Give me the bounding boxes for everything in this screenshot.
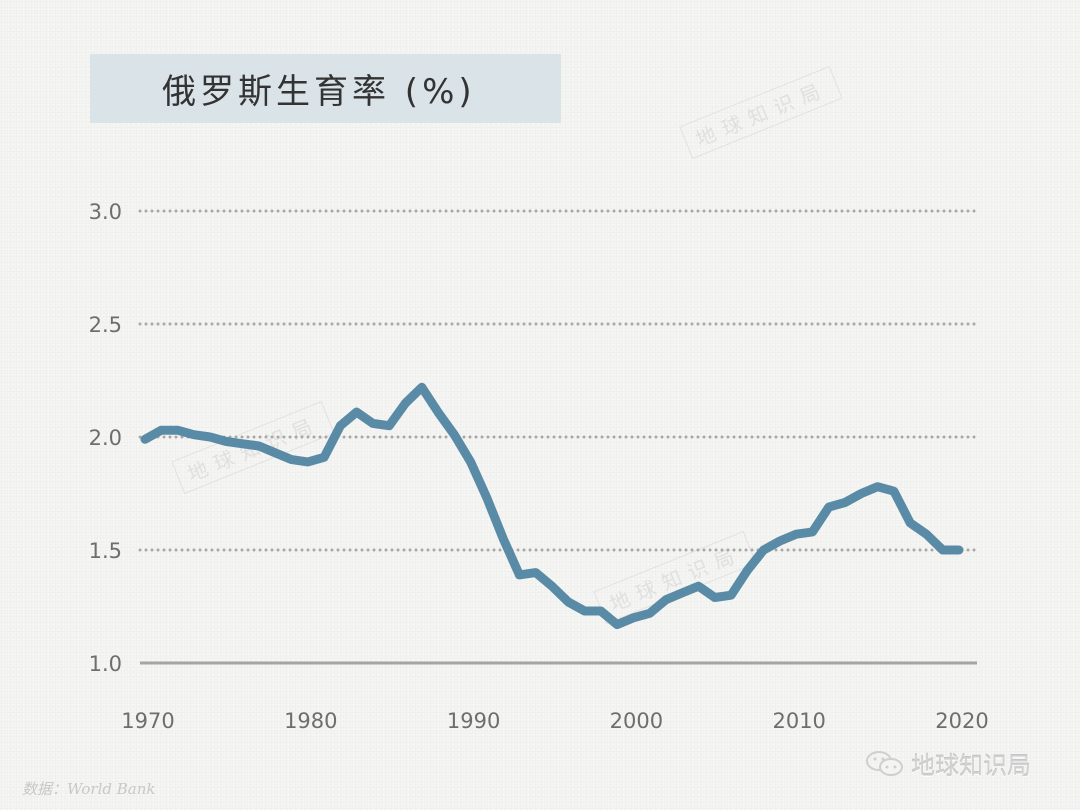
y-axis-ticks: 1.0 1.5 2.0 2.5 3.0 bbox=[89, 200, 122, 676]
x-tick-label: 1980 bbox=[284, 709, 337, 733]
y-tick-label: 3.0 bbox=[89, 200, 122, 224]
fertility-rate-line bbox=[140, 382, 964, 630]
brand-name: 地球知识局 bbox=[911, 752, 1031, 780]
chart-title: 俄罗斯生育率 (%) bbox=[162, 72, 476, 112]
x-axis-ticks: 1970 1980 1990 2000 2010 2020 bbox=[121, 709, 988, 733]
y-tick-label: 1.0 bbox=[89, 652, 122, 676]
y-tick-label: 2.0 bbox=[89, 426, 122, 450]
brand-logo: 地球知识局 bbox=[865, 746, 1031, 781]
x-tick-label: 1970 bbox=[121, 709, 174, 733]
x-tick-label: 1990 bbox=[447, 709, 500, 733]
x-tick-label: 2000 bbox=[610, 709, 663, 733]
data-source: 数据：World Bank bbox=[22, 780, 156, 798]
x-tick-label: 2010 bbox=[772, 709, 825, 733]
x-tick-label: 2020 bbox=[935, 709, 988, 733]
y-tick-label: 2.5 bbox=[89, 313, 122, 337]
gridlines bbox=[138, 209, 977, 552]
y-tick-label: 1.5 bbox=[89, 539, 122, 563]
title-box: 俄罗斯生育率 (%) bbox=[90, 54, 561, 123]
wechat-icon bbox=[866, 750, 903, 776]
